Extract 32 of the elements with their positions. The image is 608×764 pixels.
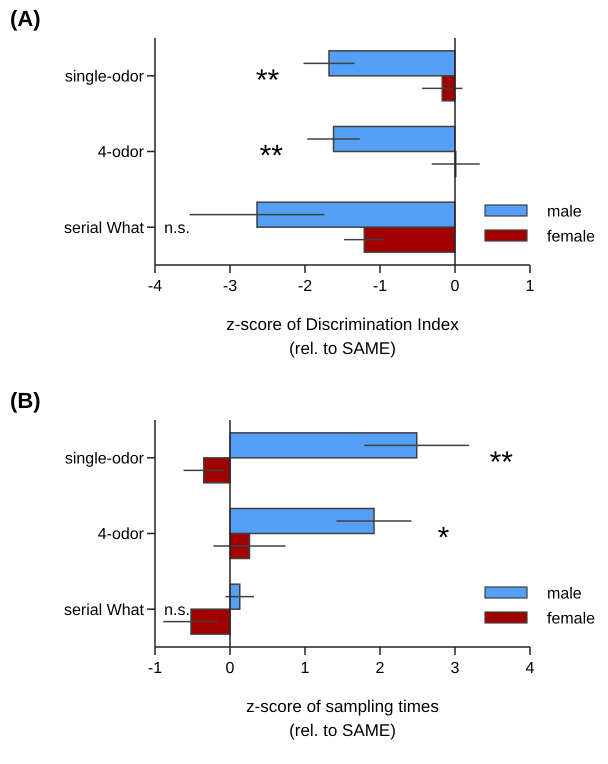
annotation: n.s. <box>164 220 190 238</box>
annotation: ** <box>260 140 284 172</box>
x-tick-label: 1 <box>526 278 535 295</box>
y-tick-label: single-odor <box>64 68 145 86</box>
legend-label: female <box>547 228 596 246</box>
y-tick-label: 4-odor <box>98 144 145 162</box>
chart-title: (A) <box>10 6 41 31</box>
x-tick-label: 0 <box>450 278 460 295</box>
x-tick-label: 1 <box>300 660 310 677</box>
annotation: ** <box>256 64 280 97</box>
legend-label: male <box>547 204 582 221</box>
x-tick-label: -4 <box>148 278 162 295</box>
chart-title: (B) <box>10 388 41 413</box>
x-tick-label: 4 <box>526 660 535 677</box>
x-tick-label: 2 <box>376 660 385 677</box>
x-tick-label: -2 <box>298 278 312 295</box>
x-tick-label: 3 <box>450 660 460 677</box>
annotation: * <box>438 522 450 554</box>
legend-label: male <box>547 586 582 603</box>
x-tick-label: 0 <box>226 660 235 677</box>
legend-label: female <box>547 610 596 628</box>
x-axis-title: z-score of sampling times (rel. to SAME) <box>246 697 439 740</box>
x-tick-label: -1 <box>372 278 388 295</box>
x-axis-title: z-score of Discrimination Index (rel. to SAME) <box>226 315 460 358</box>
annotation: n.s. <box>164 602 190 620</box>
x-tick-label: -1 <box>148 660 162 677</box>
y-tick-label: 4-odor <box>98 526 145 544</box>
y-tick-label: single-odor <box>64 450 145 468</box>
y-tick-label: serial What <box>64 220 145 237</box>
y-tick-label: serial What <box>64 602 145 619</box>
x-tick-label: -3 <box>222 278 238 295</box>
annotation: ** <box>490 446 514 479</box>
